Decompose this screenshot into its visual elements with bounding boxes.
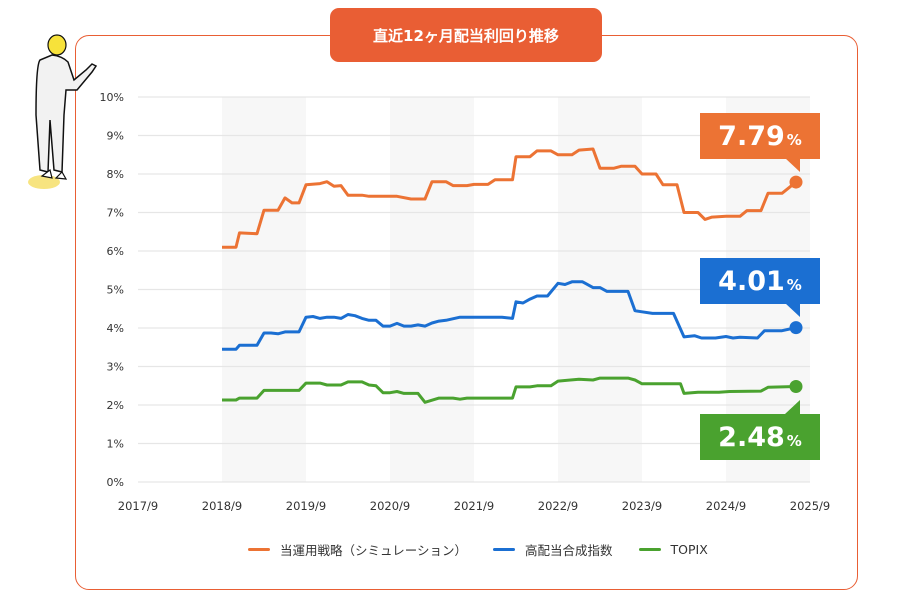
- y-tick-label: 1%: [107, 438, 124, 451]
- legend-item-high-dividend: 高配当合成指数: [493, 540, 613, 559]
- callout-strategy: 7.79%: [700, 113, 820, 159]
- x-tick-label: 2022/9: [538, 499, 578, 513]
- x-tick-label: 2023/9: [622, 499, 662, 513]
- legend-item-strategy: 当運用戦略（シミュレーション）: [248, 540, 467, 559]
- percent-sign: %: [786, 276, 802, 294]
- y-tick-label: 5%: [107, 284, 124, 297]
- series-line-topix: [222, 376, 797, 404]
- y-tick-label: 8%: [107, 168, 124, 181]
- x-tick-label: 2025/9: [790, 499, 830, 513]
- y-tick-label: 2%: [107, 399, 124, 412]
- y-tick-label: 3%: [107, 361, 124, 374]
- callout-topix: 2.48%: [700, 414, 820, 460]
- x-tick-label: 2021/9: [454, 499, 494, 513]
- legend-swatch: [493, 548, 516, 551]
- y-tick-label: 0%: [107, 476, 124, 489]
- y-tick-label: 10%: [100, 91, 124, 104]
- legend-label: 高配当合成指数: [525, 543, 613, 558]
- y-tick-label: 6%: [107, 245, 124, 258]
- legend-label: TOPIX: [670, 542, 708, 557]
- callout-high-dividend-value: 4.01: [718, 265, 785, 297]
- chart-legend: 当運用戦略（シミュレーション） 高配当合成指数 TOPIX: [248, 540, 708, 559]
- callout-high-dividend: 4.01%: [700, 258, 820, 304]
- x-tick-label: 2018/9: [202, 499, 242, 513]
- legend-item-topix: TOPIX: [638, 542, 708, 557]
- chart-title: 直近12ヶ月配当利回り推移: [330, 8, 602, 62]
- y-tick-label: 4%: [107, 322, 124, 335]
- end-point-strategy: [789, 175, 803, 189]
- percent-sign: %: [786, 131, 802, 149]
- legend-swatch: [638, 548, 661, 551]
- legend-swatch: [248, 548, 270, 551]
- callout-tail: [785, 158, 800, 172]
- x-tick-label: 2017/9: [118, 499, 158, 513]
- end-point-high-dividend: [789, 321, 803, 335]
- percent-sign: %: [786, 432, 802, 450]
- legend-label: 当運用戦略（シミュレーション）: [280, 543, 468, 558]
- series-line-high-dividend: [222, 280, 797, 351]
- y-tick-label: 7%: [107, 207, 124, 220]
- callout-tail: [785, 303, 800, 317]
- end-point-topix: [789, 380, 803, 394]
- series-line-strategy: [222, 147, 797, 249]
- x-tick-label: 2020/9: [370, 499, 410, 513]
- y-tick-label: 9%: [107, 130, 124, 143]
- businessman-illustration: [28, 34, 98, 189]
- callout-tail: [785, 400, 800, 414]
- x-tick-label: 2024/9: [706, 499, 746, 513]
- callout-strategy-value: 7.79: [718, 120, 785, 152]
- x-tick-label: 2019/9: [286, 499, 326, 513]
- callout-topix-value: 2.48: [718, 421, 785, 453]
